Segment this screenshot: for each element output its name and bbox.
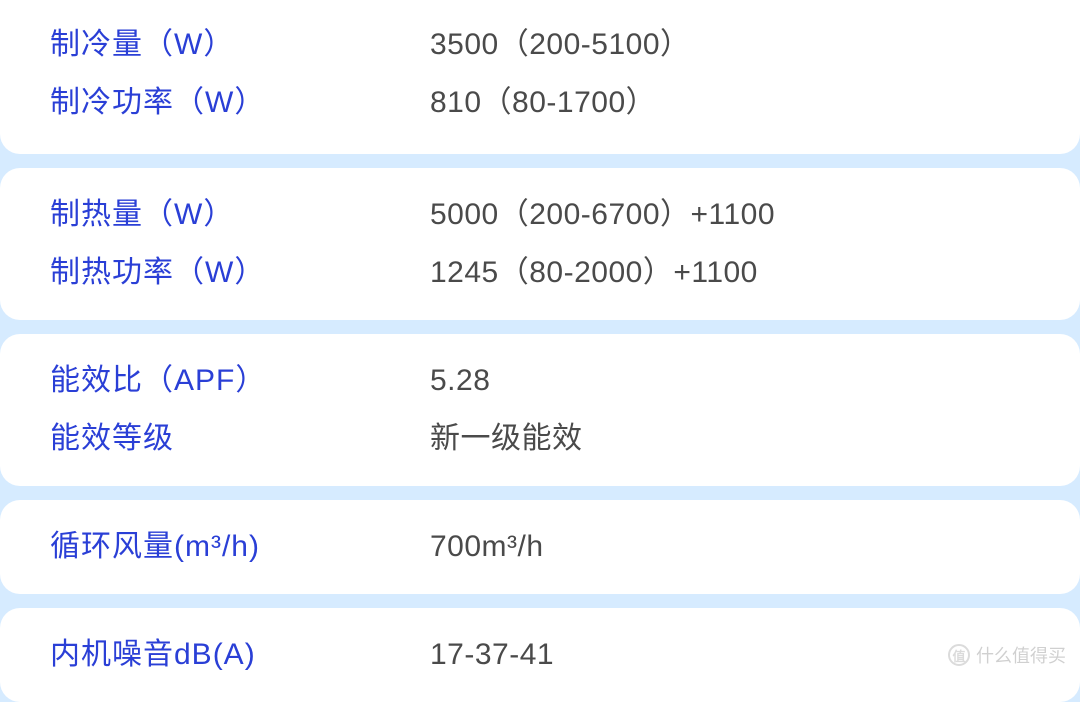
spec-label: 能效等级 (50, 418, 430, 460)
spec-label: 制热量（W） (50, 194, 430, 236)
spec-value: 3500（200-5100） (430, 24, 1030, 66)
labels-column: 制热量（W） 制热功率（W） (50, 194, 430, 294)
labels-column: 内机噪音dB(A) (50, 634, 430, 676)
spec-label: 内机噪音dB(A) (50, 634, 430, 676)
spec-value: 700m³/h (430, 526, 1030, 568)
spec-card: 制冷量（W） 制冷功率（W） 3500（200-5100） 810（80-170… (0, 0, 1080, 154)
spec-label: 能效比（APF） (50, 360, 430, 402)
watermark-text: 什么值得买 (976, 642, 1066, 668)
values-column: 5000（200-6700）+1100 1245（80-2000）+1100 (430, 194, 1030, 294)
spec-container: 制冷量（W） 制冷功率（W） 3500（200-5100） 810（80-170… (0, 0, 1080, 674)
labels-column: 循环风量(m³/h) (50, 526, 430, 568)
spec-value: 新一级能效 (430, 418, 1030, 460)
spec-value: 1245（80-2000）+1100 (430, 252, 1030, 294)
labels-column: 能效比（APF） 能效等级 (50, 360, 430, 460)
spec-card: 内机噪音dB(A) 17-37-41 (0, 608, 1080, 702)
spec-label: 制冷功率（W） (50, 82, 430, 124)
labels-column: 制冷量（W） 制冷功率（W） (50, 24, 430, 124)
values-column: 3500（200-5100） 810（80-1700） (430, 24, 1030, 124)
spec-card: 制热量（W） 制热功率（W） 5000（200-6700）+1100 1245（… (0, 168, 1080, 320)
values-column: 700m³/h (430, 526, 1030, 568)
spec-value: 810（80-1700） (430, 82, 1030, 124)
values-column: 5.28 新一级能效 (430, 360, 1030, 460)
spec-label: 制热功率（W） (50, 252, 430, 294)
watermark: 值 什么值得买 (948, 642, 1066, 668)
watermark-icon-text: 值 (952, 646, 965, 665)
spec-card: 循环风量(m³/h) 700m³/h (0, 500, 1080, 594)
watermark-icon: 值 (948, 644, 970, 666)
values-column: 17-37-41 (430, 634, 1030, 676)
spec-value: 5.28 (430, 360, 1030, 402)
spec-card: 能效比（APF） 能效等级 5.28 新一级能效 (0, 334, 1080, 486)
spec-value: 17-37-41 (430, 634, 1030, 676)
spec-label: 循环风量(m³/h) (50, 526, 430, 568)
spec-value: 5000（200-6700）+1100 (430, 194, 1030, 236)
spec-label: 制冷量（W） (50, 24, 430, 66)
